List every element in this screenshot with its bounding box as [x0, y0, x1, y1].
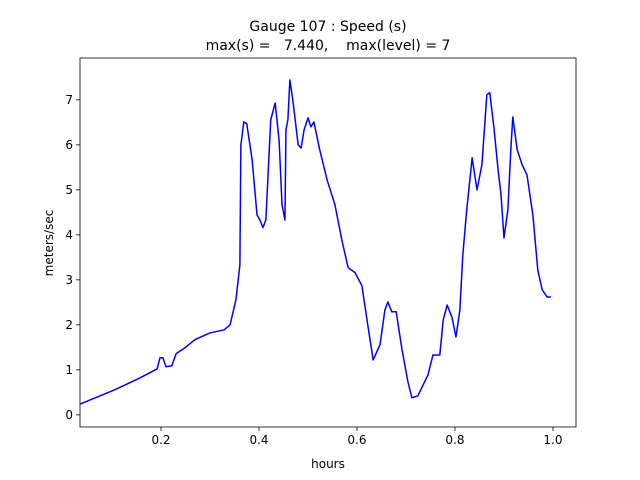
x-tick-label: 0.4 — [249, 433, 268, 447]
y-tick-label: 5 — [65, 183, 73, 197]
y-axis-label: meters/sec — [42, 210, 56, 277]
y-tick-label: 7 — [65, 93, 73, 107]
y-tick-label: 6 — [65, 138, 73, 152]
x-tick-label: 0.6 — [347, 433, 366, 447]
y-tick-label: 3 — [65, 273, 73, 287]
y-tick-label: 0 — [65, 408, 73, 422]
chart-title: Gauge 107 : Speed (s) — [249, 19, 406, 35]
chart-subtitle: max(s) = 7.440, max(level) = 7 — [206, 38, 451, 54]
x-axis-label: hours — [311, 457, 345, 471]
x-tick-label: 0.2 — [151, 433, 170, 447]
x-tick-label: 1.0 — [543, 433, 562, 447]
plot-frame — [79, 57, 577, 428]
y-tick-label: 4 — [65, 228, 73, 242]
y-tick-label: 1 — [65, 363, 73, 377]
y-tick-label: 2 — [65, 318, 73, 332]
data-line — [79, 79, 552, 405]
x-tick-label: 0.8 — [445, 433, 464, 447]
